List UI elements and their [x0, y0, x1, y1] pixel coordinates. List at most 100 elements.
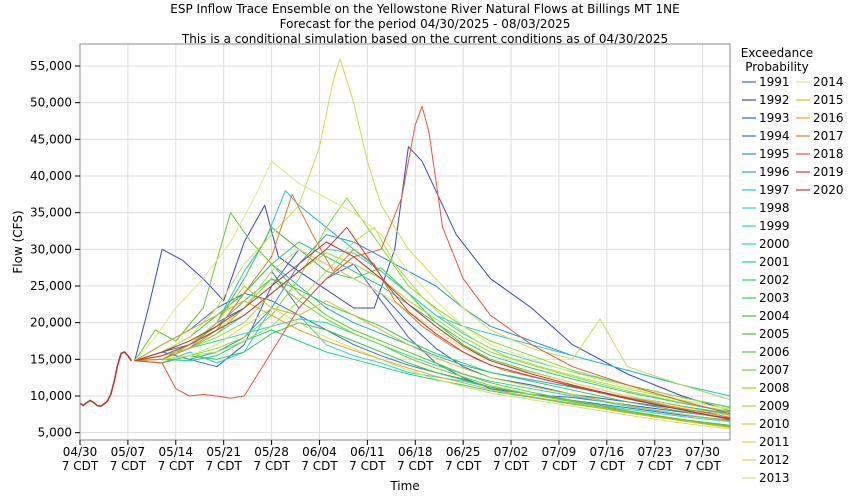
- series-line-1992: [134, 146, 731, 412]
- series-line-2016: [134, 300, 731, 428]
- legend-label-2019: 2019: [813, 165, 844, 179]
- series-line-2001: [134, 329, 731, 426]
- x-tick-date-8: 06/25: [446, 445, 481, 459]
- legend-label-2012: 2012: [759, 453, 790, 467]
- y-tick-label-10: 55,000: [30, 59, 72, 73]
- series-line-2014: [134, 160, 731, 411]
- series-line-2015: [134, 285, 731, 423]
- y-tick-label-0: 5,000: [38, 426, 72, 440]
- legend-label-2005: 2005: [759, 327, 790, 341]
- x-tick-time-3: 7 CDT: [205, 459, 242, 473]
- series-line-2010: [134, 226, 731, 410]
- legend-label-2009: 2009: [759, 399, 790, 413]
- x-tick-date-1: 05/07: [111, 445, 146, 459]
- chart-title: ESP Inflow Trace Ensemble on the Yellows…: [170, 2, 679, 46]
- series-lines: [79, 58, 731, 430]
- legend-label-2020: 2020: [813, 183, 844, 197]
- x-tick-time-6: 7 CDT: [349, 459, 386, 473]
- chart-title-line-2: Forecast for the period 04/30/2025 - 08/…: [280, 17, 571, 31]
- y-tick-label-7: 40,000: [30, 169, 72, 183]
- legend-label-1998: 1998: [759, 201, 790, 215]
- y-tick-label-8: 45,000: [30, 132, 72, 146]
- legend-title-line-2: Probability: [745, 60, 808, 74]
- legend-label-2017: 2017: [813, 129, 844, 143]
- series-line-2019: [134, 226, 731, 420]
- legend-label-2004: 2004: [759, 309, 790, 323]
- legend-label-1991: 1991: [759, 75, 790, 89]
- series-line-2011: [134, 58, 731, 401]
- legend-label-2014: 2014: [813, 75, 844, 89]
- legend-label-2003: 2003: [759, 291, 790, 305]
- legend-label-1994: 1994: [759, 129, 790, 143]
- x-tick-time-4: 7 CDT: [253, 459, 290, 473]
- legend-label-2001: 2001: [759, 255, 790, 269]
- x-tick-date-11: 07/16: [590, 445, 625, 459]
- x-tick-date-2: 05/14: [158, 445, 193, 459]
- series-line-2018: [134, 105, 731, 415]
- legend-label-2018: 2018: [813, 147, 844, 161]
- x-tick-time-5: 7 CDT: [301, 459, 338, 473]
- x-tick-time-2: 7 CDT: [158, 459, 195, 473]
- legend-label-1997: 1997: [759, 183, 790, 197]
- x-tick-date-5: 06/04: [302, 445, 337, 459]
- series-line-2008: [134, 197, 731, 409]
- legend-label-1992: 1992: [759, 93, 790, 107]
- y-tick-label-6: 35,000: [30, 206, 72, 220]
- x-tick-time-7: 7 CDT: [397, 459, 434, 473]
- x-tick-time-12: 7 CDT: [637, 459, 674, 473]
- y-tick-label-5: 30,000: [30, 242, 72, 256]
- legend-label-1993: 1993: [759, 111, 790, 125]
- observed-line: [79, 351, 132, 408]
- series-line-2007: [134, 278, 731, 428]
- legend-label-2008: 2008: [759, 381, 790, 395]
- series-line-2006: [134, 212, 731, 427]
- x-tick-time-9: 7 CDT: [493, 459, 530, 473]
- x-tick-time-0: 7 CDT: [62, 459, 99, 473]
- legend-label-2013: 2013: [759, 471, 790, 485]
- series-line-1998: [134, 307, 731, 423]
- legend-label-2007: 2007: [759, 363, 790, 377]
- x-tick-time-1: 7 CDT: [110, 459, 147, 473]
- y-tick-label-2: 15,000: [30, 352, 72, 366]
- y-tick-label-3: 20,000: [30, 316, 72, 330]
- legend-label-1999: 1999: [759, 219, 790, 233]
- x-axis-label: Time: [389, 479, 419, 493]
- legend-label-2002: 2002: [759, 273, 790, 287]
- legend-label-2000: 2000: [759, 237, 790, 251]
- x-tick-date-4: 05/28: [254, 445, 289, 459]
- x-tick-time-13: 7 CDT: [684, 459, 721, 473]
- legend-label-1995: 1995: [759, 147, 790, 161]
- series-line-2020: [134, 241, 731, 420]
- plot-frame: [79, 43, 731, 441]
- chart-title-line-1: ESP Inflow Trace Ensemble on the Yellows…: [170, 2, 679, 16]
- legend-title-line-1: Exceedance: [741, 46, 813, 60]
- series-line-1997: [134, 190, 731, 397]
- x-tick-date-13: 07/30: [685, 445, 720, 459]
- y-axis-label: Flow (CFS): [11, 210, 25, 273]
- x-tick-time-11: 7 CDT: [589, 459, 626, 473]
- x-tick-time-10: 7 CDT: [541, 459, 578, 473]
- x-tick-time-8: 7 CDT: [445, 459, 482, 473]
- x-tick-date-12: 07/23: [637, 445, 672, 459]
- legend-label-2016: 2016: [813, 111, 844, 125]
- chart-title-line-3: This is a conditional simulation based o…: [181, 32, 668, 46]
- series-line-2017: [134, 193, 731, 418]
- legend-label-2006: 2006: [759, 345, 790, 359]
- y-tick-label-9: 50,000: [30, 96, 72, 110]
- y-tick-label-4: 25,000: [30, 279, 72, 293]
- x-tick-date-10: 07/09: [542, 445, 577, 459]
- x-tick-date-6: 06/11: [350, 445, 385, 459]
- legend-label-2010: 2010: [759, 417, 790, 431]
- y-axis: 5,000 10,000 15,000 20,000 25,000 30,000 35,00…: [30, 59, 80, 440]
- x-tick-date-9: 07/02: [494, 445, 529, 459]
- grid: [79, 44, 730, 440]
- x-tick-date-7: 06/18: [398, 445, 433, 459]
- x-tick-date-3: 05/21: [206, 445, 241, 459]
- x-tick-date-0: 04/30: [63, 445, 98, 459]
- legend-label-1996: 1996: [759, 165, 790, 179]
- legend-label-2011: 2011: [759, 435, 790, 449]
